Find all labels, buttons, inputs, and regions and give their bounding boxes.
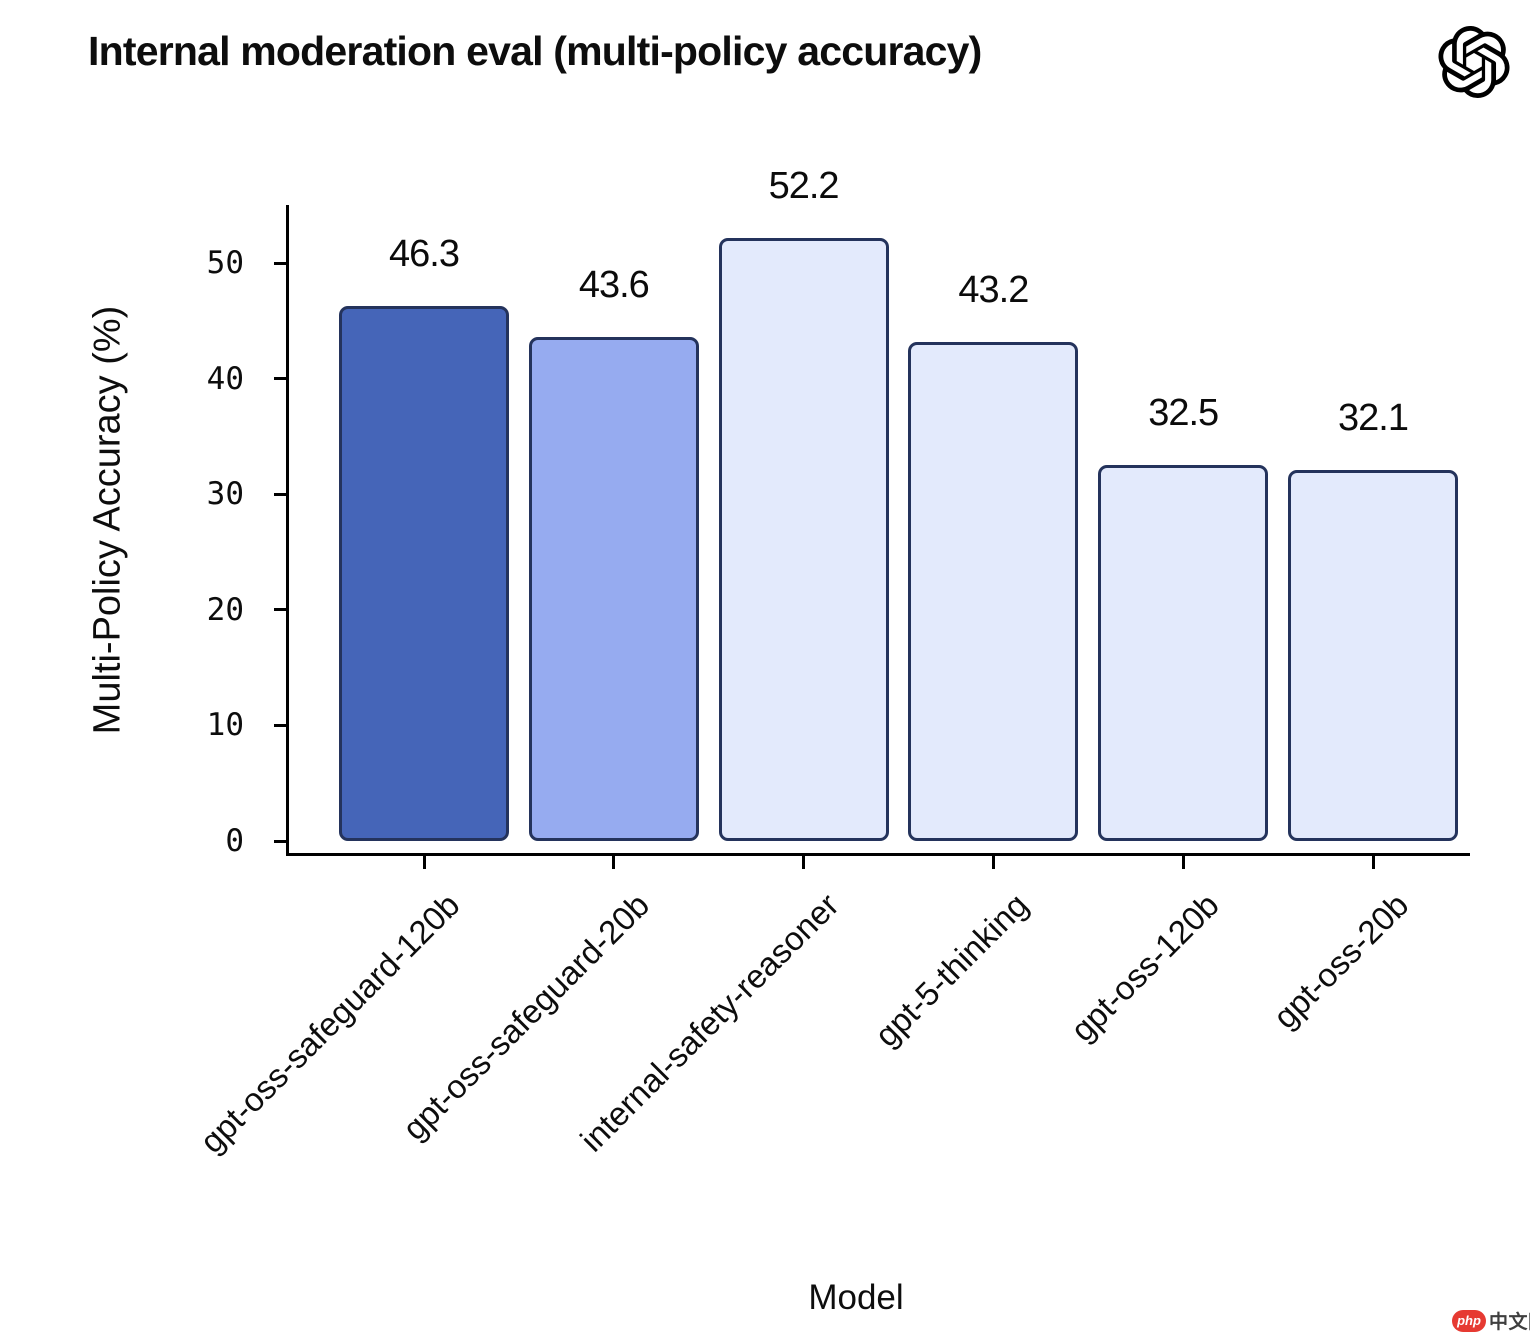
- y-axis-label: Multi-Policy Accuracy (%): [86, 305, 129, 735]
- y-tick-label-0: 0: [225, 823, 244, 859]
- openai-logo-icon: [1438, 26, 1510, 98]
- y-tick-30: [274, 492, 287, 496]
- x-axis-label: Model: [808, 1278, 904, 1317]
- x-tick-gpt-oss-safeguard-120b: [422, 853, 426, 869]
- bar-gpt-oss-20b: [1288, 469, 1458, 841]
- x-tick-internal-safety-reasoner: [802, 853, 806, 869]
- y-tick-40: [274, 377, 287, 381]
- y-tick-label-30: 30: [206, 476, 244, 513]
- y-tick-label-50: 50: [206, 245, 244, 281]
- bar-value-label-gpt-oss-safeguard-120b: 46.3: [389, 232, 460, 275]
- y-tick-10: [274, 723, 287, 727]
- y-axis-spine: [286, 205, 289, 856]
- bar-gpt-oss-safeguard-120b: [339, 305, 509, 841]
- bar-gpt-oss-safeguard-20b: [528, 336, 699, 841]
- x-tick-label-gpt-oss-120b: gpt-oss-120b: [1062, 886, 1226, 1049]
- x-tick-label-gpt-oss-20b: gpt-oss-20b: [1265, 886, 1416, 1036]
- x-tick-gpt-oss-120b: [1181, 853, 1185, 869]
- bar-value-label-gpt-oss-safeguard-20b: 43.6: [578, 263, 650, 306]
- bar-gpt-oss-120b: [1098, 465, 1269, 841]
- x-tick-gpt-oss-20b: [1371, 853, 1375, 869]
- watermark: php 中文网: [1452, 1307, 1530, 1334]
- bar-gpt-5-thinking: [908, 341, 1079, 841]
- bar-value-label-gpt-5-thinking: 43.2: [958, 268, 1029, 311]
- x-tick-gpt-5-thinking: [991, 853, 995, 869]
- x-tick-label-gpt-5-thinking: gpt-5-thinking: [868, 886, 1036, 1054]
- bar-value-label-gpt-oss-120b: 32.5: [1148, 392, 1219, 435]
- y-tick-label-40: 40: [206, 360, 244, 397]
- x-axis-spine: [286, 853, 1470, 856]
- y-tick-20: [274, 608, 287, 612]
- watermark-site-text: 中文网: [1489, 1312, 1530, 1333]
- y-tick-label-10: 10: [206, 707, 244, 744]
- bar-value-label-gpt-oss-20b: 32.1: [1338, 396, 1409, 439]
- bar-internal-safety-reasoner: [718, 237, 889, 841]
- php-badge-icon: php: [1452, 1309, 1486, 1332]
- y-tick-label-20: 20: [206, 591, 244, 628]
- chart-title: Internal moderation eval (multi-policy a…: [88, 28, 982, 74]
- x-tick-gpt-oss-safeguard-20b: [612, 853, 616, 869]
- y-tick-50: [274, 261, 287, 265]
- bar-value-label-internal-safety-reasoner: 52.2: [768, 164, 840, 207]
- y-tick-0: [274, 839, 287, 843]
